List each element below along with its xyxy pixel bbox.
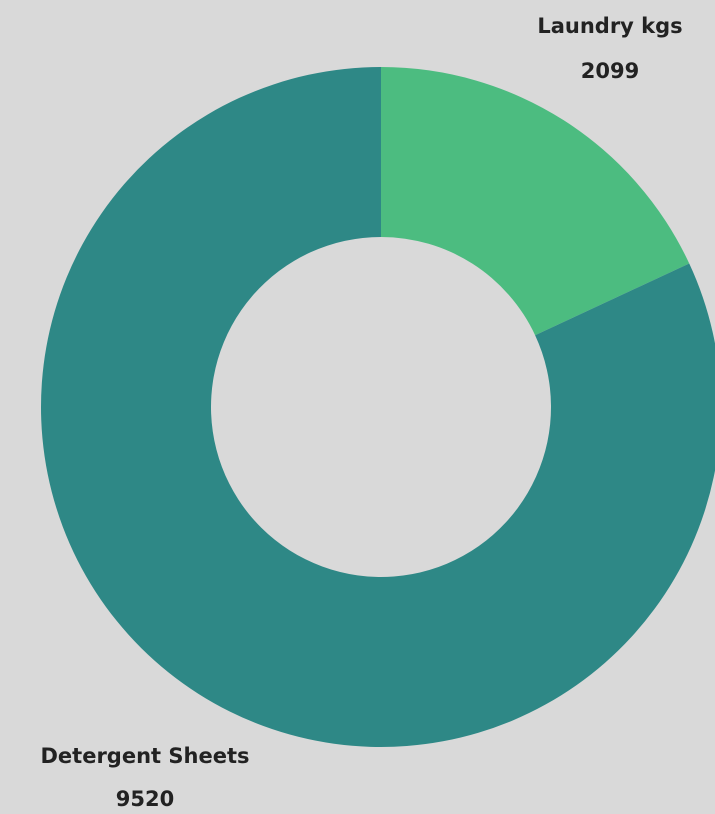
slice-value: 2099 <box>581 59 639 83</box>
donut-slice <box>41 67 715 747</box>
slice-label: Detergent Sheets <box>41 744 250 768</box>
donut-slice <box>381 67 690 336</box>
slice-label: Laundry kgs <box>537 14 682 38</box>
slice-value: 9520 <box>116 787 174 811</box>
